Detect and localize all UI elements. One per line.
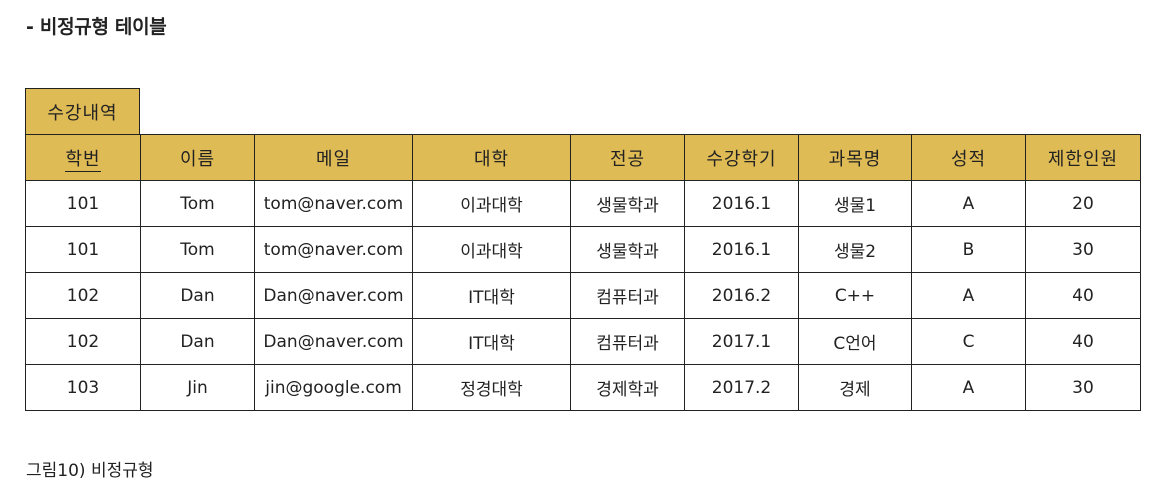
table-row: 101 Tom tom@naver.com 이과대학 생물학과 2016.1 생… [25,226,1141,273]
table-cell: 30 [1025,364,1141,411]
table-row: 101 Tom tom@naver.com 이과대학 생물학과 2016.1 생… [25,180,1141,227]
column-header-email: 메일 [254,134,413,181]
table-caption: 수강내역 [25,88,140,135]
table-cell: Dan [140,272,255,319]
column-header-grade: 성적 [911,134,1026,181]
table-cell: 102 [25,272,141,319]
column-header-course: 과목명 [798,134,912,181]
table-cell: Tom [140,226,255,273]
table-cell: C [911,318,1026,365]
table-cell: 101 [25,226,141,273]
section-heading: - 비정규형 테이블 [26,16,167,38]
table-cell: A [911,272,1026,319]
table-cell: C언어 [798,318,912,365]
table-cell: 컴퓨터과 [570,318,685,365]
table-cell: jin@google.com [254,364,413,411]
unnormalized-table: 학번 이름 메일 대학 전공 수강학기 과목명 성적 제한인원 101 Tom … [25,134,1141,411]
table-row: 102 Dan Dan@naver.com IT대학 컴퓨터과 2016.2 C… [25,272,1141,319]
table-cell: 40 [1025,272,1141,319]
table-cell: A [911,364,1026,411]
table-cell: Dan [140,318,255,365]
column-header-student-id: 학번 [25,134,141,181]
column-header-semester: 수강학기 [684,134,799,181]
table-cell: 103 [25,364,141,411]
table-cell: 생물2 [798,226,912,273]
table-cell: 2016.2 [684,272,799,319]
table-cell: 정경대학 [412,364,571,411]
table-cell: Dan@naver.com [254,318,413,365]
table-cell: 101 [25,180,141,227]
column-header-college: 대학 [412,134,571,181]
table-cell: 30 [1025,226,1141,273]
table-cell: C++ [798,272,912,319]
column-header-name: 이름 [140,134,255,181]
table-cell: tom@naver.com [254,226,413,273]
table-cell: 102 [25,318,141,365]
table-cell: A [911,180,1026,227]
table-cell: 20 [1025,180,1141,227]
column-header-capacity: 제한인원 [1025,134,1141,181]
table-cell: 2017.2 [684,364,799,411]
table-cell: 2016.1 [684,226,799,273]
figure-caption: 그림10) 비정규형 [26,461,154,481]
table-cell: 컴퓨터과 [570,272,685,319]
table-cell: Tom [140,180,255,227]
table-cell: Jin [140,364,255,411]
table-cell: B [911,226,1026,273]
table-cell: 경제학과 [570,364,685,411]
column-header-major: 전공 [570,134,685,181]
table-cell: tom@naver.com [254,180,413,227]
table-header-row: 학번 이름 메일 대학 전공 수강학기 과목명 성적 제한인원 [25,134,1141,181]
table-cell: 생물1 [798,180,912,227]
table-cell: 생물학과 [570,226,685,273]
table-cell: IT대학 [412,272,571,319]
table-cell: 경제 [798,364,912,411]
table-cell: 이과대학 [412,226,571,273]
table-cell: 2016.1 [684,180,799,227]
table-cell: 2017.1 [684,318,799,365]
table-cell: IT대학 [412,318,571,365]
table-cell: 40 [1025,318,1141,365]
table-row: 103 Jin jin@google.com 정경대학 경제학과 2017.2 … [25,364,1141,411]
table-cell: Dan@naver.com [254,272,413,319]
table-cell: 생물학과 [570,180,685,227]
table-cell: 이과대학 [412,180,571,227]
table-row: 102 Dan Dan@naver.com IT대학 컴퓨터과 2017.1 C… [25,318,1141,365]
